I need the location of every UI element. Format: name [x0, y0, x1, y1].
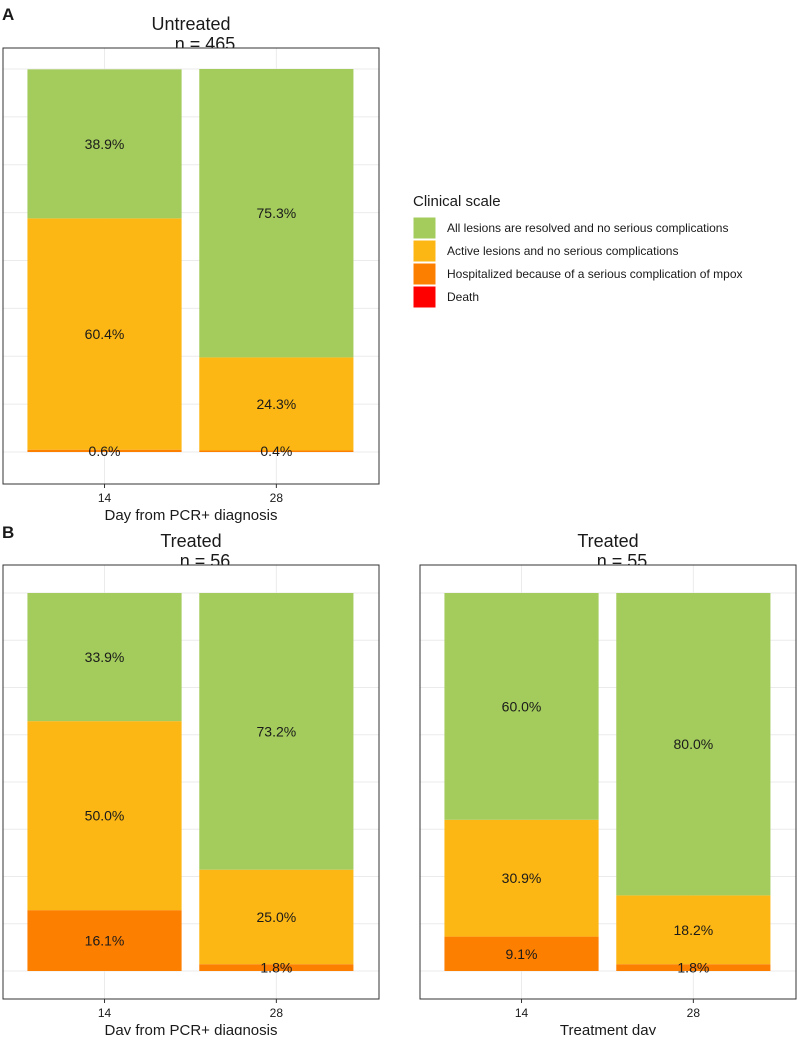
plot-border: [2, 47, 380, 485]
data-label: 9.1%: [506, 946, 538, 962]
data-label: 1.8%: [677, 960, 709, 976]
chart-title: Treated: [577, 531, 638, 551]
x-tick-label: 14: [515, 1006, 529, 1020]
bar-segment: [27, 218, 182, 450]
x-tick-label: 14: [98, 491, 112, 505]
x-tick-label: 14: [98, 1006, 112, 1020]
plot-border: [2, 564, 380, 1000]
bar-segment: [444, 593, 599, 820]
legend-label: Hospitalized because of a serious compli…: [447, 267, 743, 281]
data-label: 60.4%: [85, 326, 125, 342]
x-axis-label: Treatment day: [560, 1022, 657, 1035]
bar-segment: [616, 593, 771, 896]
bar-segment: [199, 450, 354, 452]
bar-segment: [444, 936, 599, 971]
bar-segment: [199, 357, 354, 451]
data-label: 75.3%: [257, 205, 297, 221]
bar-segment: [616, 964, 771, 971]
data-label: 1.8%: [260, 960, 292, 976]
x-tick-label: 28: [270, 1006, 284, 1020]
panel-label-b: B: [2, 523, 14, 542]
bar-segment: [27, 449, 182, 452]
data-label: 73.2%: [257, 723, 297, 739]
bar-segment: [199, 69, 354, 358]
data-label: 30.9%: [502, 870, 542, 886]
legend-label: Death: [447, 290, 479, 304]
panel-label-a: A: [2, 5, 14, 24]
bar-segment: [27, 910, 182, 971]
data-label: 16.1%: [85, 933, 125, 949]
legend-key: [412, 239, 437, 263]
bar-segment: [199, 593, 354, 870]
data-label: 80.0%: [674, 736, 714, 752]
chart-title: Untreated: [151, 14, 230, 34]
plot-border: [419, 564, 797, 1000]
chart-title: Treated: [160, 531, 221, 551]
legend: Clinical scale All lesions are resolved …: [412, 193, 743, 309]
bar-segment: [199, 869, 354, 965]
bar-segment: [616, 895, 771, 965]
x-tick-label: 28: [270, 491, 284, 505]
data-label: 0.6%: [89, 443, 121, 459]
legend-key: [412, 216, 437, 240]
data-label: 0.4%: [260, 443, 292, 459]
legend-label: Active lesions and no serious complicati…: [447, 244, 678, 258]
bar-segment: [27, 593, 182, 722]
data-label: 24.3%: [257, 396, 297, 412]
bar-segment: [27, 721, 182, 911]
bar-segment: [444, 819, 599, 937]
bar-segment: [199, 964, 354, 971]
data-label: 38.9%: [85, 136, 125, 152]
data-label: 18.2%: [674, 922, 714, 938]
data-label: 50.0%: [85, 808, 125, 824]
data-label: 60.0%: [502, 698, 542, 714]
data-label: 25.0%: [257, 909, 297, 925]
data-label: 33.9%: [85, 649, 125, 665]
legend-key: [412, 285, 437, 309]
bar-segment: [27, 69, 182, 219]
x-tick-label: 28: [687, 1006, 701, 1020]
legend-title: Clinical scale: [413, 193, 501, 210]
x-axis-label: Day from PCR+ diagnosis: [105, 507, 278, 524]
legend-key: [412, 262, 437, 286]
x-axis-label: Day from PCR+ diagnosis: [105, 1022, 278, 1035]
legend-label: All lesions are resolved and no serious …: [447, 221, 728, 235]
